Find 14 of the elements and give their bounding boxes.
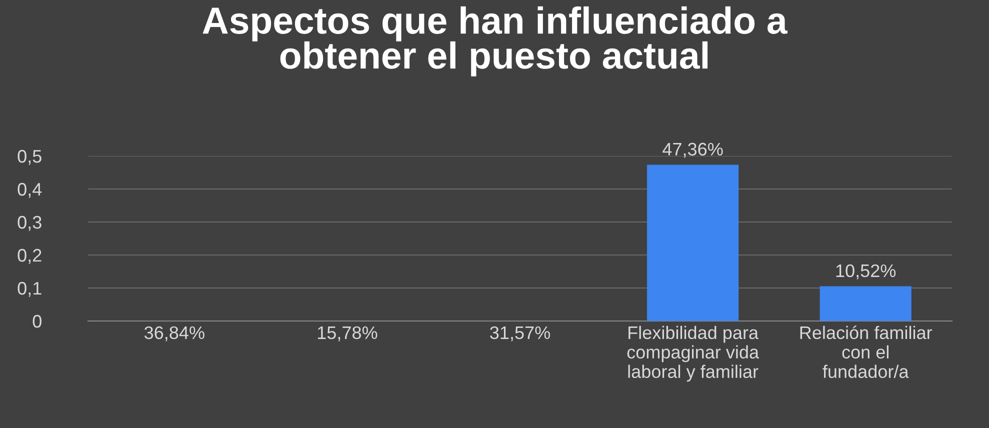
x-tick-label: 31,57% xyxy=(490,326,550,342)
data-label: 10,52% xyxy=(836,264,896,280)
x-tick-label: Flexibilidad para compaginar vida laboral y familiar xyxy=(627,326,760,382)
y-tick-label: 0,5 xyxy=(18,150,42,165)
y-tick-label: 0,2 xyxy=(18,248,42,264)
x-tick-label: 15,78% xyxy=(318,326,378,342)
y-tick-label: 0,1 xyxy=(18,282,42,297)
data-label: 47,36% xyxy=(662,142,723,158)
x-tick-label: Relación familiar con el fundador/a xyxy=(800,326,932,378)
x-tick-label: 36,84% xyxy=(144,326,204,342)
y-tick-label: 0,4 xyxy=(18,182,42,198)
y-tick-label: 0 xyxy=(32,314,42,328)
y-tick-label: 0,3 xyxy=(18,216,42,231)
chart-title: Aspectos que han influenciado a obtener el puesto actual xyxy=(202,6,788,76)
